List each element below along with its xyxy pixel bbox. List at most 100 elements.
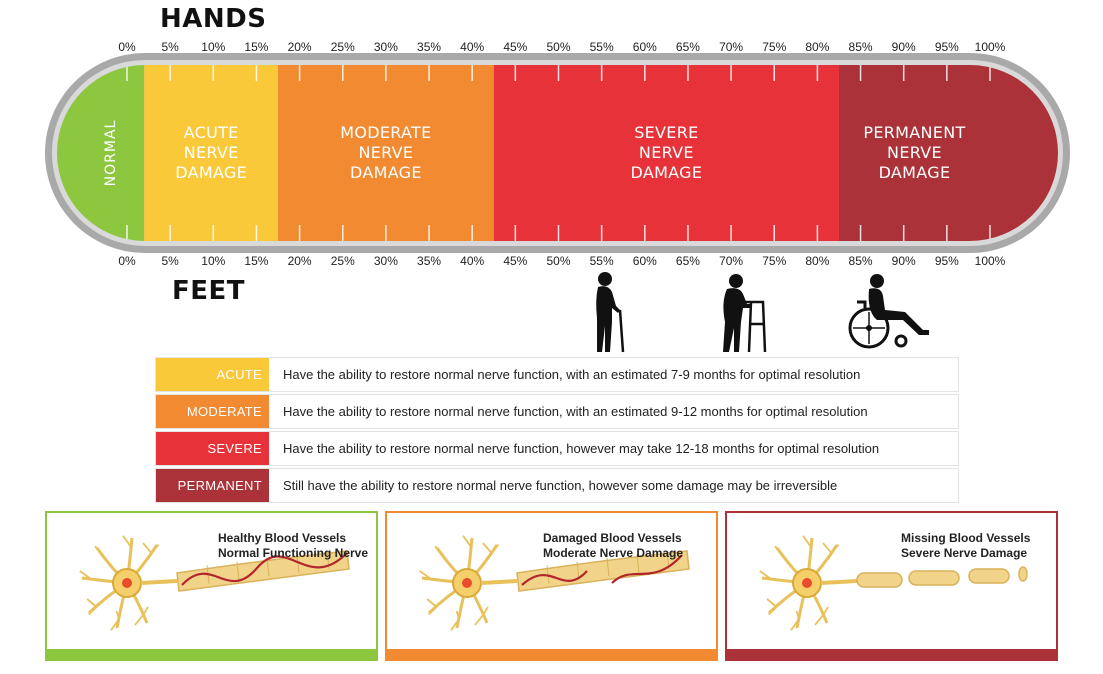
feet-tick-label: 95% [934,254,959,268]
panel-title: Healthy Blood Vessels Normal Functioning… [218,531,368,561]
feet-tick-label: 65% [675,254,700,268]
hands-tick-label: 90% [891,40,916,54]
segment-label-line: NERVE [358,143,414,162]
blood-vessel [181,552,348,586]
hands-tick-label: 95% [934,40,959,54]
panel-title: Missing Blood Vessels Severe Nerve Damag… [901,531,1030,561]
hands-tick-label: 20% [287,40,312,54]
hands-tick-label: 55% [589,40,614,54]
segment-label-line: DAMAGE [878,163,951,182]
panel-title-line2: Normal Functioning Nerve [218,546,369,560]
segment-label-normal: NORMAL [103,119,119,187]
feet-tick-label: 40% [460,254,485,268]
segment-label-line: PERMANENT [863,123,966,142]
feet-tick-label: 5% [161,254,179,268]
broken-nerve-illustration [759,535,1028,631]
panel-title-line1: Damaged Blood Vessels [543,531,682,545]
segment-normal [57,65,145,241]
myelin-segment [546,565,550,584]
feet-heading: FEET [172,276,246,306]
myelin-segment [266,558,270,577]
hands-tick-label: 80% [805,40,830,54]
feet-tick-label: 10% [201,254,226,268]
legend-key-acute: ACUTE [156,358,269,391]
feet-tick-label: 15% [244,254,269,268]
dendrite-branch [122,535,134,548]
panel-title-line2: Severe Nerve Damage [901,546,1028,560]
hands-tick-label: 0% [118,40,136,54]
dendrite-branch [802,535,814,548]
feet-tick-label: 60% [632,254,657,268]
damaged-nerve-illustration [419,535,690,631]
segment-label-line: ACUTE [183,123,239,142]
feet-tick-label: 35% [417,254,442,268]
nucleus [802,578,812,588]
dendrite-branch [94,545,104,556]
legend-desc-acute: Have the ability to restore normal nerve… [283,367,861,382]
panel-title: Damaged Blood Vessels Moderate Nerve Dam… [543,531,683,561]
legend-desc-severe: Have the ability to restore normal nerve… [283,441,880,456]
hands-tick-label: 25% [330,40,355,54]
hands-tick-label: 5% [161,40,179,54]
myelin-sheath [516,550,690,592]
myelin-sheath [176,550,350,592]
panel-title-line1: Missing Blood Vessels [901,531,1031,545]
axon-hillock [140,579,178,585]
feet-tick-label: 80% [805,254,830,268]
feet-tick-label: 50% [546,254,571,268]
legend-row-severe: SEVERE Have the ability to restore norma… [155,431,959,466]
segment-label-line: SEVERE [634,123,699,142]
segment-label-line: NERVE [183,143,239,162]
legend-row-acute: ACUTE Have the ability to restore normal… [155,357,959,392]
feet-tick-label: 100% [974,254,1006,268]
panel-color-bar [385,649,718,661]
elderly-with-walker-icon [723,274,767,353]
segment-label-permanent: PERMANENT NERVE DAMAGE [863,123,965,183]
panel-damaged: Damaged Blood Vessels Moderate Nerve Dam… [385,511,718,661]
dendrite-branch [142,542,160,554]
hands-tick-label: 40% [460,40,485,54]
hands-tick-label: 70% [719,40,744,54]
legend-key-permanent: PERMANENT [156,469,269,502]
panel-color-bar [725,649,1058,661]
dendrite-branch [462,535,474,548]
segment-label-acute: ACUTE NERVE DAMAGE [175,123,247,183]
axon-fragment [856,572,903,588]
dendrite-branch [79,570,92,580]
legend-row-permanent: PERMANENT Still have the ability to rest… [155,468,959,503]
feet-tick-label: 25% [330,254,355,268]
panel-missing: Missing Blood Vessels Severe Nerve Damag… [725,511,1058,661]
feet-tick-label: 45% [503,254,528,268]
axon-fragment [1018,566,1028,582]
dendrite-branch [86,598,98,616]
axon-fragment [908,570,960,586]
hands-tick-label: 35% [417,40,442,54]
dendrite-branch [759,570,772,580]
segment-label-line: DAMAGE [350,163,422,182]
axon-hillock [480,579,518,585]
dendrite-branch [790,610,800,631]
nucleus [462,578,472,588]
feet-tick-label: 85% [848,254,873,268]
severity-legend: ACUTE Have the ability to restore normal… [155,357,959,505]
dendrite-branch [426,598,438,616]
feet-tick-label: 0% [118,254,136,268]
myelin-segment [636,554,640,573]
dendrite-branch [822,542,840,554]
legend-desc-moderate: Have the ability to restore normal nerve… [283,404,868,419]
hands-tick-label: 65% [675,40,700,54]
segment-label-line: NERVE [887,143,942,162]
hands-tick-label: 10% [201,40,226,54]
legend-key-severe: SEVERE [156,432,269,465]
segment-label-severe: SEVERE NERVE DAMAGE [630,123,702,183]
feet-tick-label: 55% [589,254,614,268]
healthy-nerve-illustration [79,535,350,631]
hands-tick-label: 85% [848,40,873,54]
feet-tick-label: 75% [762,254,787,268]
dendrite-branch [434,545,444,556]
segment-label-line: MODERATE [340,123,432,142]
dendrite-branch [419,570,432,580]
dendrite-branch [814,606,829,626]
elderly-with-cane-icon [596,272,625,353]
hands-tick-label: 50% [546,40,571,54]
